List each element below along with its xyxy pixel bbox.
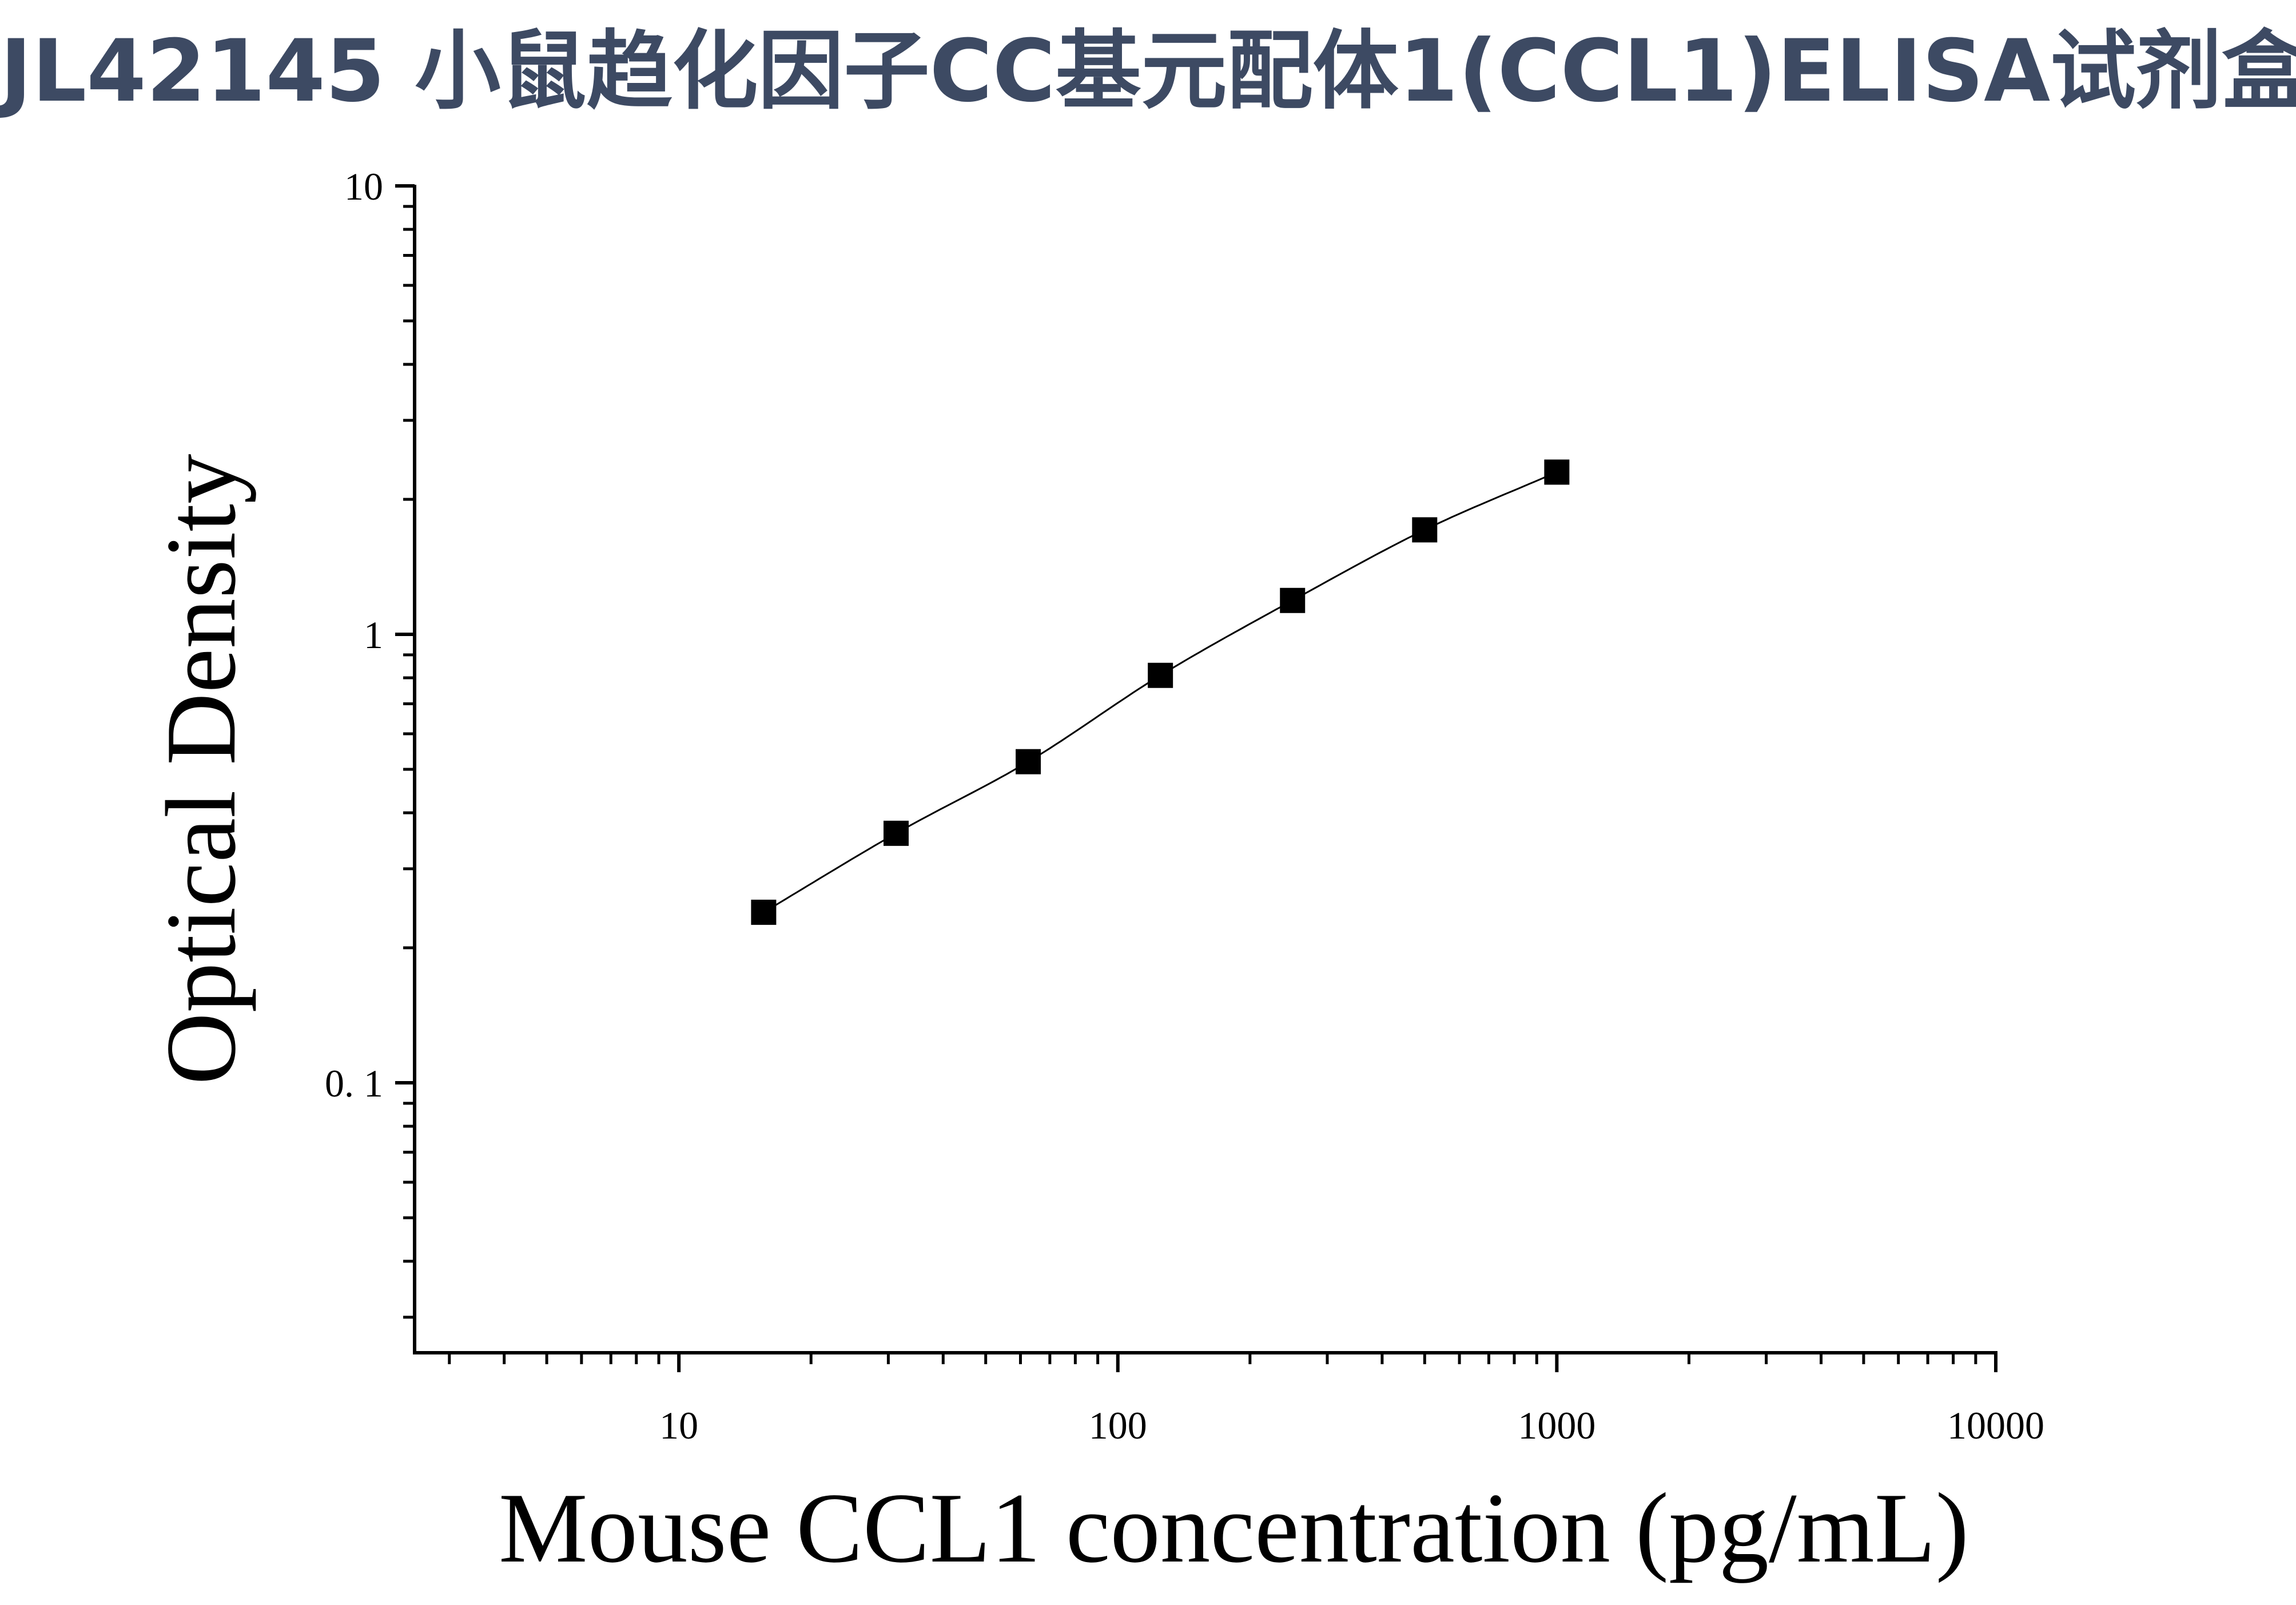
x-axis-title: Mouse CCL1 concentration (pg/mL) [499, 1472, 1969, 1583]
data-point [1544, 459, 1570, 485]
x-tick-label: 10 [659, 1404, 698, 1447]
x-tick-label: 1000 [1518, 1404, 1595, 1447]
axis-ticks [395, 184, 1997, 1372]
data-point [1280, 587, 1306, 613]
fit-curve [763, 471, 1558, 913]
data-points [751, 459, 1570, 925]
fit-curve-layer [763, 471, 1558, 913]
data-point [1016, 749, 1041, 774]
data-point [1148, 662, 1173, 688]
data-point [751, 899, 777, 925]
y-tick-label: 0. 1 [325, 1062, 383, 1105]
axes [413, 185, 1997, 1354]
y-tick-label: 10 [344, 165, 383, 208]
axis-labels: 10 100 1000 10000 0. 1 1 10 Mouse CCL1 concentr… [145, 165, 2044, 1583]
data-point [1412, 517, 1438, 543]
x-tick-label: 10000 [1947, 1404, 2044, 1447]
y-axis-title: Optical Density [145, 454, 256, 1084]
y-tick-label: 1 [364, 613, 383, 657]
x-tick-label: 100 [1089, 1404, 1147, 1447]
page-title: JL42145 小鼠趋化因子CC基元配体1(CCL1)ELISA试剂盒 [0, 22, 2296, 121]
data-point [884, 820, 909, 846]
